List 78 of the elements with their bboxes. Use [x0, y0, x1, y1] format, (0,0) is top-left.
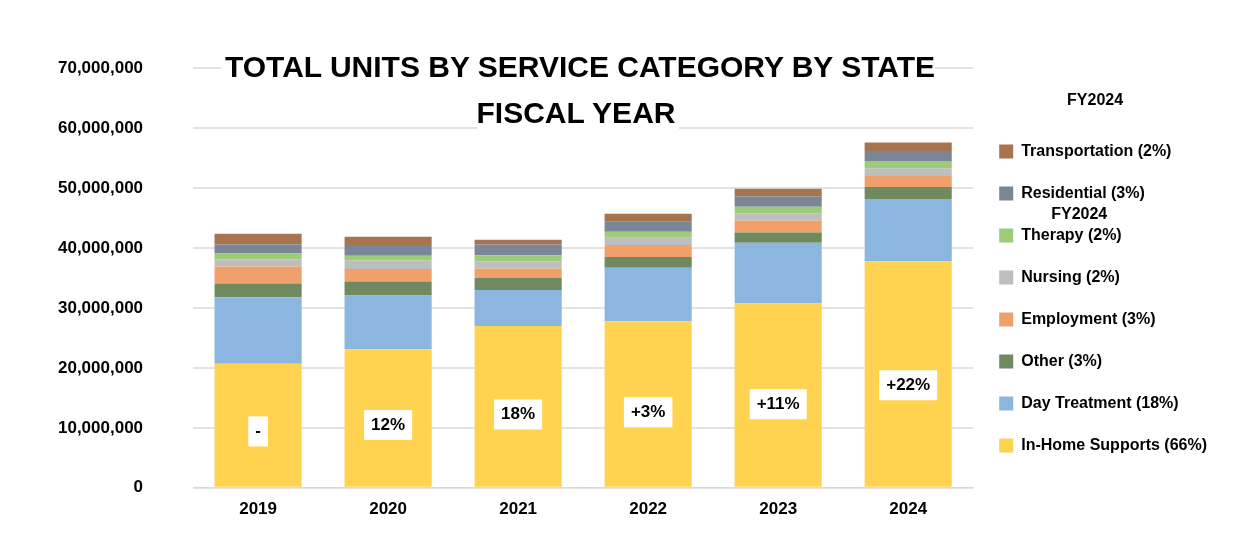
bar	[734, 206, 822, 214]
bar	[214, 253, 302, 260]
annotation: 12%	[371, 414, 406, 434]
y-tick-label: 20,000,000	[57, 357, 144, 377]
bar	[734, 213, 822, 221]
x-tick-label: 2021	[499, 498, 538, 518]
annotation: -	[255, 421, 261, 441]
bar	[864, 168, 952, 177]
bar	[864, 161, 952, 169]
bar	[344, 295, 432, 350]
legend-title: FY2024	[1067, 90, 1124, 108]
bar	[734, 188, 822, 197]
legend-label: Residential (3%)	[1021, 184, 1145, 202]
bar	[734, 196, 822, 207]
x-tick-label: 2019	[239, 498, 278, 518]
bar	[214, 233, 302, 245]
bar	[864, 186, 952, 199]
bar	[474, 289, 562, 326]
annotation: 18%	[501, 404, 536, 424]
legend-label: In-Home Supports (66%)	[1021, 436, 1208, 454]
y-tick-label: 40,000,000	[57, 237, 144, 257]
bar	[864, 176, 952, 187]
chart-title: TOTAL UNITS BY SERVICE CATEGORY BY STATE FISCAL YEAR	[220, 50, 936, 129]
legend-label: Nursing (2%)	[1021, 268, 1120, 286]
legend-label: Therapy (2%)	[1021, 226, 1122, 244]
bar	[864, 150, 952, 162]
bar	[214, 297, 302, 364]
x-tick-label: 2023	[759, 498, 798, 518]
y-tick-label: 60,000,000	[57, 117, 144, 137]
bar	[474, 255, 562, 262]
bar	[604, 221, 692, 232]
bar	[604, 245, 692, 258]
bar	[474, 244, 562, 256]
legend-label: Employment (3%)	[1021, 310, 1156, 328]
bar	[474, 325, 562, 487]
y-tick-label: 50,000,000	[57, 177, 144, 197]
y-tick-label: 30,000,000	[57, 297, 144, 317]
bar	[604, 257, 692, 268]
bar	[604, 237, 692, 246]
bar	[604, 267, 692, 322]
annotation: +22%	[886, 374, 931, 394]
legend-label: Other (3%)	[1021, 352, 1103, 370]
bar	[344, 260, 432, 270]
bar	[214, 363, 302, 487]
bar	[214, 259, 302, 267]
bar	[214, 283, 302, 298]
bar	[604, 321, 692, 487]
x-tick-label: 2020	[369, 498, 408, 518]
y-tick-label: 10,000,000	[57, 417, 144, 437]
bar	[214, 266, 302, 284]
bar	[864, 261, 952, 487]
bar	[344, 269, 432, 282]
annotation: +3%	[630, 401, 666, 421]
bar	[474, 261, 562, 269]
annotation: +11%	[756, 393, 800, 413]
bar	[344, 349, 432, 487]
bar	[604, 213, 692, 222]
y-tick-label: 70,000,000	[57, 57, 144, 77]
bar	[214, 244, 302, 254]
bar	[474, 278, 562, 290]
bar	[734, 232, 822, 243]
bar	[344, 245, 432, 256]
bar	[734, 303, 822, 487]
y-tick-label: 0	[133, 477, 144, 497]
bar	[474, 268, 562, 278]
x-tick-label: 2022	[629, 498, 668, 518]
bar	[734, 220, 822, 233]
bar	[344, 255, 432, 261]
text: FY2024	[1051, 205, 1108, 223]
legend-label: Day Treatment (18%)	[1021, 394, 1179, 412]
bar	[864, 142, 952, 151]
bar	[864, 198, 952, 262]
bar	[344, 236, 432, 246]
legend-label: Transportation (2%)	[1021, 142, 1172, 160]
x-tick-label: 2024	[889, 498, 928, 518]
bar	[734, 242, 822, 304]
bar	[604, 231, 692, 238]
bar	[344, 281, 432, 296]
